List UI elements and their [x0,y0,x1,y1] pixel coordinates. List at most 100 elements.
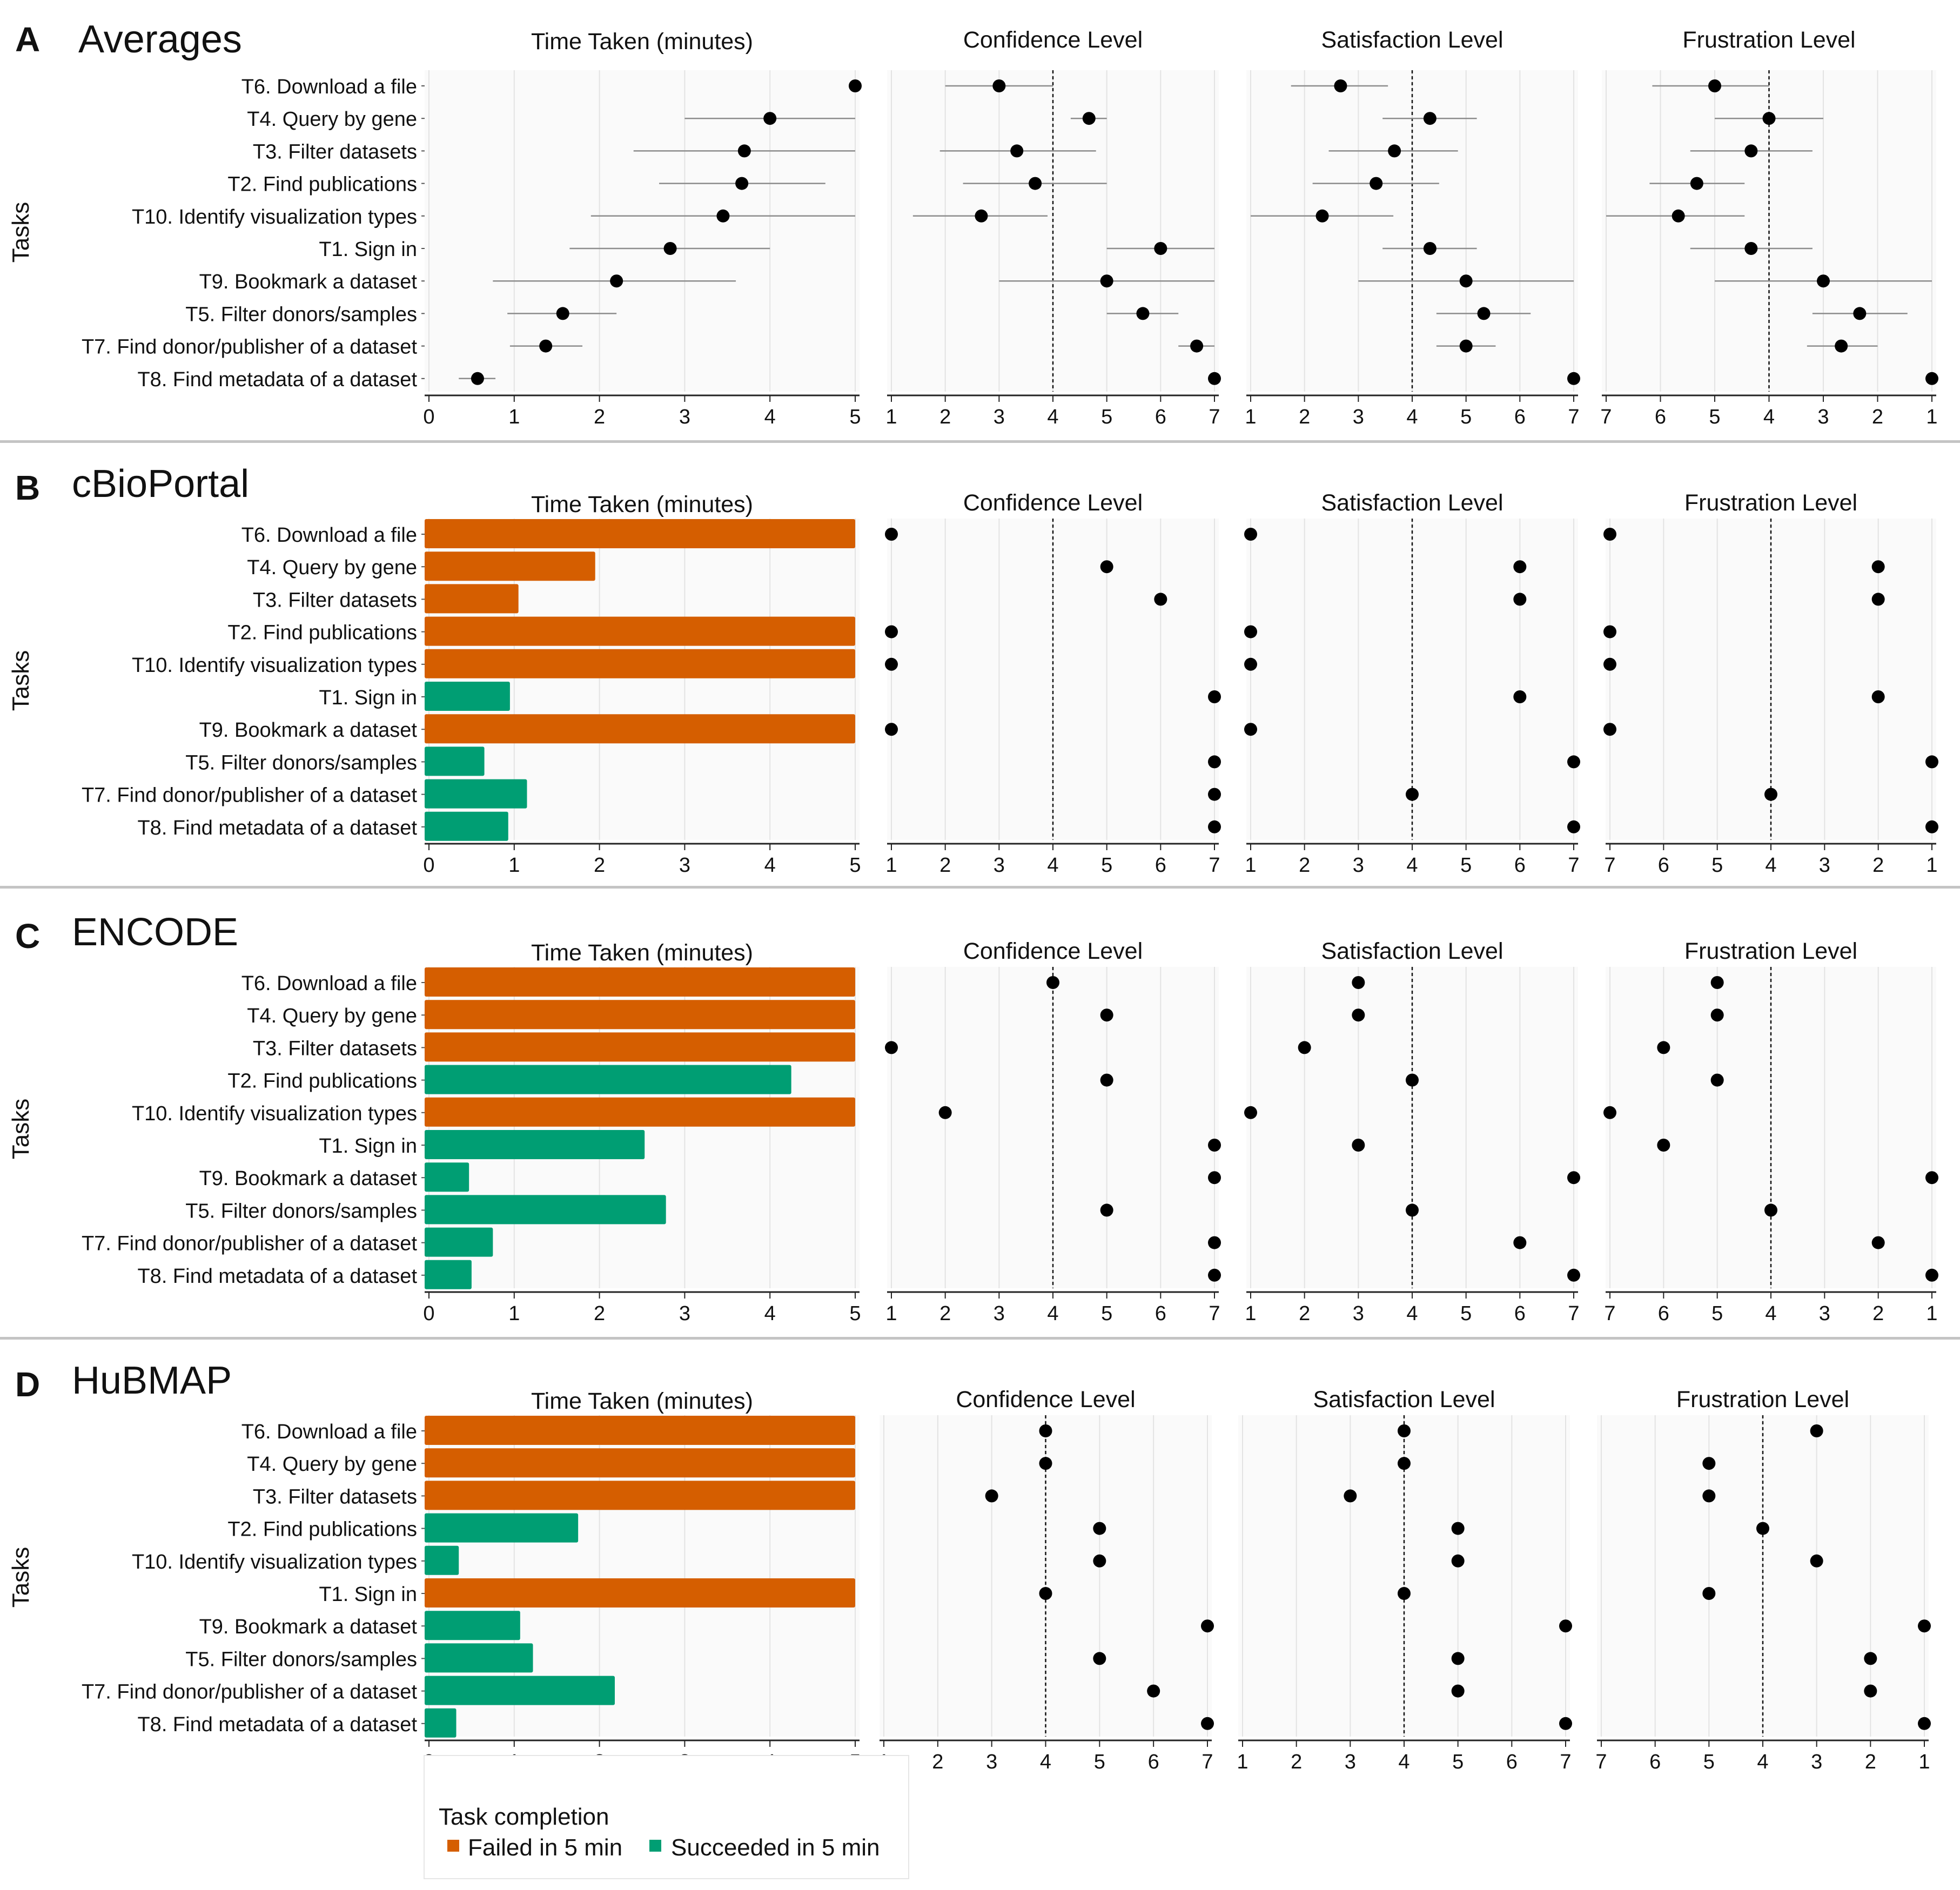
x-tick-label: 4 [1406,854,1418,877]
section-title: cBioPortal [72,462,249,506]
x-tick-label: 3 [994,854,1005,877]
time-mean-dot [610,274,623,288]
section-title: ENCODE [72,911,238,954]
task-label: T1. Sign in [319,1135,417,1158]
x-tick-label: 6 [1506,1751,1518,1773]
satisfaction-dot [1451,1522,1465,1535]
frustration-mean-dot [1708,79,1721,92]
task-label: T10. Identify visualization types [132,1551,417,1573]
frustration-dot [1603,1106,1616,1119]
task-label: T8. Find metadata of a dataset [137,368,417,391]
time-bar [425,1227,493,1257]
section-hubmap: D HuBMAP Tasks T6. Download a file T4. Query… [8,1359,1931,1773]
panel-title: Satisfaction Level [1321,27,1503,53]
frustration-dot [1710,1008,1724,1022]
frustration-dot [1764,1203,1777,1217]
panel-title: Frustration Level [1684,938,1857,964]
panel-title: Confidence Level [956,1387,1135,1413]
y-axis-label: Tasks [8,202,34,263]
x-tick-label: 2 [1299,1302,1310,1325]
task-label: T9. Bookmark a dataset [199,1167,418,1190]
x-tick-label: 2 [1872,406,1883,428]
x-tick-label: 4 [764,854,776,877]
x-tick-label: 5 [1711,854,1723,877]
confidence-dot [1201,1717,1214,1730]
confidence-dot [1100,1073,1113,1087]
x-tick-label: 2 [594,854,605,877]
section-letter: A [15,20,40,59]
x-tick-label: 5 [1460,406,1472,428]
x-tick-label: 4 [1047,854,1058,877]
panel-title: Confidence Level [963,490,1143,516]
x-tick-label: 1 [508,406,520,428]
satisfaction-dot [1451,1554,1465,1568]
x-tick-label: 2 [1299,406,1310,428]
section-separator [0,440,1960,443]
x-tick-label: 5 [849,854,861,877]
x-tick-label: 6 [1649,1751,1661,1773]
satisfaction-mean-dot [1459,274,1473,288]
x-tick-label: 3 [986,1751,997,1773]
x-tick-label: 4 [1398,1751,1409,1773]
legend-title: Task completion [439,1804,609,1830]
y-axis-label: Tasks [8,1547,34,1607]
confidence-dot [885,1041,898,1054]
confidence-mean-dot [1010,144,1024,158]
task-label: T2. Find publications [227,173,417,196]
x-tick-label: 1 [1918,1751,1930,1773]
task-label: T4. Query by gene [247,556,417,579]
section-separator [0,1337,1960,1340]
satisfaction-dot [1352,1008,1365,1022]
time-bar [425,1130,645,1159]
confidence-panel: Confidence Level 1 2 3 4 5 6 7 [885,938,1221,1325]
task-label: T2. Find publications [227,1070,417,1093]
frustration-dot [1925,1171,1938,1185]
task-label: T5. Filter donors/samples [185,1200,417,1222]
x-tick-label: 5 [1452,1751,1464,1773]
panel-title: Confidence Level [963,938,1143,964]
task-label: T3. Filter datasets [253,140,417,163]
x-tick-label: 4 [1406,406,1418,428]
x-tick-label: 5 [1094,1751,1105,1773]
satisfaction-dot [1513,1236,1527,1249]
x-tick-label: 5 [1101,854,1112,877]
x-tick-label: 4 [1765,1302,1776,1325]
section-title: HuBMAP [72,1359,232,1402]
confidence-dot [1208,1268,1221,1282]
satisfaction-dot [1567,1171,1580,1185]
x-tick-label: 7 [1604,854,1615,877]
satisfaction-mean-dot [1567,372,1580,385]
x-tick-label: 7 [1209,854,1220,877]
x-tick-label: 5 [1101,406,1112,428]
frustration-dot [1702,1457,1716,1470]
satisfaction-dot [1352,976,1365,989]
confidence-dot [1093,1554,1106,1568]
x-tick-label: 7 [1600,406,1612,428]
satisfaction-mean-dot [1459,339,1473,353]
satisfaction-panel: Satisfaction Level 1 2 3 4 5 6 7 [1237,1387,1572,1773]
time-bar [425,1097,855,1127]
panel-title: Frustration Level [1684,490,1857,516]
satisfaction-dot [1244,625,1257,638]
time-bar [425,551,595,581]
x-tick-label: 7 [1209,1302,1220,1325]
satisfaction-dot [1244,1106,1257,1119]
x-tick-label: 1 [508,1302,520,1325]
time-bar [425,519,855,548]
time-bar [425,1643,533,1673]
satisfaction-dot [1559,1619,1572,1633]
x-tick-label: 2 [1865,1751,1876,1773]
time-bar [425,1545,459,1575]
satisfaction-dot [1567,755,1580,769]
confidence-panel: Confidence Level 1 2 3 4 5 6 7 [885,27,1221,428]
legend-swatch-succeeded [649,1840,661,1852]
satisfaction-dot [1451,1684,1465,1698]
time-bar [425,616,855,646]
frustration-panel: Frustration Level 7 6 5 4 3 2 1 [1600,27,1938,428]
x-tick-label: 3 [1353,406,1364,428]
satisfaction-dot [1398,1587,1411,1600]
x-tick-label: 7 [1201,1751,1213,1773]
time-mean-dot [849,79,862,92]
x-tick-label: 1 [885,854,897,877]
